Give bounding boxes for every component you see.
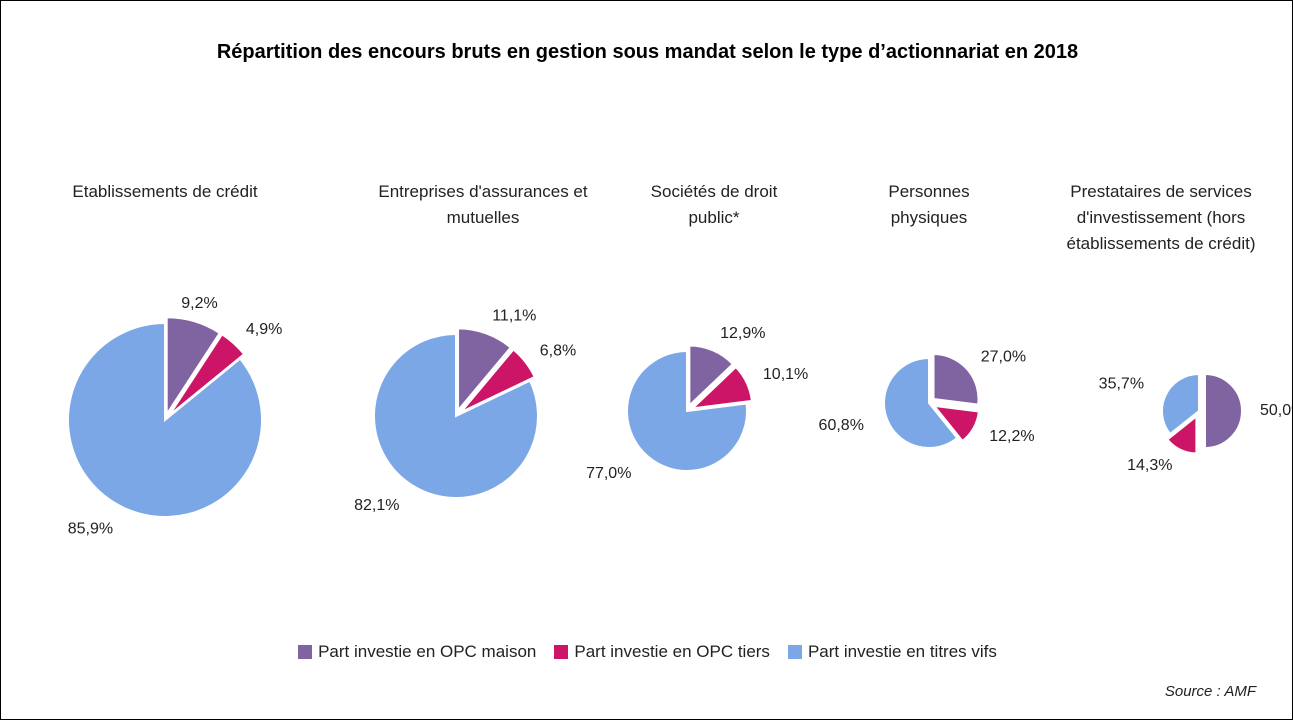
pie-title: Etablissements de crédit xyxy=(72,182,258,201)
data-label: 27,0% xyxy=(981,349,1026,366)
data-label: 82,1% xyxy=(354,497,399,514)
pie-slice xyxy=(883,356,959,449)
data-label: 11,1% xyxy=(492,308,536,325)
legend-label: Part investie en titres vifs xyxy=(807,642,997,661)
data-label: 77,0% xyxy=(586,465,631,482)
data-label: 12,2% xyxy=(989,428,1034,445)
pie-slice xyxy=(373,332,539,499)
pie-slice xyxy=(931,404,981,443)
pie-slice xyxy=(67,321,263,518)
pie-slice xyxy=(168,332,246,417)
pie-slice xyxy=(165,316,222,418)
legend-item: Part investie en titres vifs xyxy=(787,642,997,662)
pie-slice xyxy=(459,348,537,414)
pie-title: Personnes physiques xyxy=(888,182,970,227)
pie-title: Sociétés de droit public* xyxy=(650,182,778,227)
legend-item: Part investie en OPC maison xyxy=(298,642,536,662)
legend-label: Part investie en OPC maison xyxy=(318,642,537,661)
pie-slice xyxy=(1166,414,1198,455)
legend-label: Part investie en OPC tiers xyxy=(574,642,770,661)
data-label: 14,3% xyxy=(1127,457,1172,474)
data-label: 4,9% xyxy=(246,321,282,338)
chart-title: Répartition des encours bruts en gestion… xyxy=(216,41,1079,63)
pie-slice xyxy=(1204,372,1243,450)
legend-item: Part investie en OPC tiers xyxy=(554,642,770,662)
data-label: 6,8% xyxy=(540,342,576,359)
legend-swatch xyxy=(298,645,313,659)
legend: Part investie en OPC maison Part investie… xyxy=(1,642,1292,662)
data-label: 50,0% xyxy=(1260,402,1292,419)
data-label: 85,9% xyxy=(68,521,113,538)
pie-title: Prestataires de services d'investissemen… xyxy=(1066,182,1256,253)
pie-slice xyxy=(688,344,735,408)
data-label: 9,2% xyxy=(181,295,217,312)
pie-title: Entreprises d'assurances et mutuelles xyxy=(378,182,588,227)
data-label: 10,1% xyxy=(763,366,808,383)
pie-slice xyxy=(689,365,754,410)
source: Source : AMF xyxy=(1164,683,1256,700)
data-label: 35,7% xyxy=(1099,376,1144,393)
pie-slice xyxy=(932,353,980,406)
data-label: 12,9% xyxy=(720,325,765,342)
pie-slice xyxy=(626,349,748,472)
legend-swatch xyxy=(554,645,569,659)
legend-swatch xyxy=(787,645,802,659)
pie-slice xyxy=(457,327,513,414)
data-label: 60,8% xyxy=(819,417,864,434)
pie-slice xyxy=(1161,372,1200,436)
